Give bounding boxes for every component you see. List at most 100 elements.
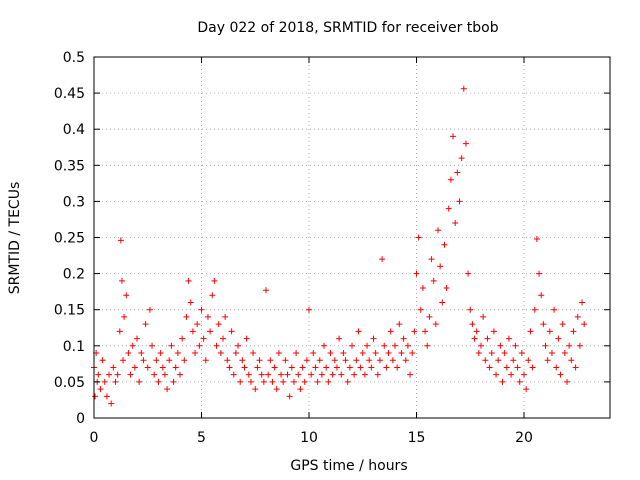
data-point	[536, 270, 543, 277]
data-point	[120, 357, 127, 364]
data-point	[142, 321, 149, 328]
data-point	[514, 364, 521, 371]
data-point	[439, 299, 446, 306]
data-point	[538, 292, 545, 299]
data-point	[419, 285, 426, 292]
data-point	[430, 277, 437, 284]
data-point	[284, 371, 291, 378]
data-point	[387, 328, 394, 335]
data-point	[355, 328, 362, 335]
data-point	[118, 277, 125, 284]
data-point	[114, 371, 121, 378]
data-point	[566, 342, 573, 349]
data-point	[465, 270, 472, 277]
data-point	[224, 357, 231, 364]
x-tick-label: 0	[90, 430, 99, 446]
data-point	[146, 306, 153, 313]
data-point	[293, 350, 300, 357]
data-point	[376, 357, 383, 364]
data-point	[237, 378, 244, 385]
data-point	[385, 350, 392, 357]
data-point	[198, 306, 205, 313]
data-point	[445, 205, 452, 212]
y-tick-label: 0.15	[54, 303, 85, 319]
data-point	[413, 270, 420, 277]
data-point	[239, 357, 246, 364]
data-point	[564, 378, 570, 385]
data-point	[254, 364, 261, 371]
data-point	[415, 234, 422, 241]
x-tick-label: 10	[300, 430, 318, 446]
data-point	[168, 342, 175, 349]
data-point	[411, 328, 418, 335]
data-point	[226, 364, 233, 371]
data-point	[149, 342, 156, 349]
data-point	[499, 378, 506, 385]
data-point	[92, 393, 99, 400]
data-point	[121, 313, 128, 320]
data-point	[475, 350, 482, 357]
data-point	[207, 328, 214, 335]
x-axis-label: GPS time / hours	[290, 458, 407, 474]
data-point	[460, 85, 467, 92]
data-point	[243, 335, 250, 342]
data-point	[454, 169, 461, 176]
data-point	[480, 313, 487, 320]
data-point	[342, 357, 349, 364]
data-point	[525, 357, 532, 364]
data-point	[516, 378, 523, 385]
data-point	[209, 292, 216, 299]
data-point	[533, 235, 540, 242]
data-point	[501, 350, 508, 357]
data-point	[241, 364, 248, 371]
data-point	[213, 342, 220, 349]
y-tick-label: 0.5	[63, 50, 85, 66]
data-point	[402, 357, 409, 364]
data-point	[288, 364, 295, 371]
data-point	[361, 371, 368, 378]
data-point	[159, 364, 166, 371]
data-point	[204, 313, 211, 320]
data-point	[366, 357, 373, 364]
data-point	[544, 357, 551, 364]
data-point	[557, 371, 564, 378]
data-point	[101, 378, 108, 385]
data-point	[303, 357, 310, 364]
data-point	[215, 321, 222, 328]
data-point	[331, 357, 338, 364]
data-point	[435, 227, 441, 234]
data-point	[353, 357, 360, 364]
data-point	[559, 321, 566, 328]
data-point	[396, 321, 403, 328]
data-point	[275, 350, 282, 357]
data-point	[99, 357, 106, 364]
data-point	[400, 335, 407, 342]
data-point	[136, 378, 143, 385]
y-tick-label: 0.45	[54, 86, 85, 102]
data-point	[151, 371, 158, 378]
data-point	[398, 350, 405, 357]
data-point	[172, 364, 179, 371]
data-point	[333, 364, 340, 371]
data-point	[426, 313, 433, 320]
data-point	[521, 371, 527, 378]
data-point	[510, 357, 517, 364]
data-point	[381, 342, 388, 349]
data-point	[581, 321, 588, 328]
data-point	[230, 371, 237, 378]
data-point	[95, 371, 102, 378]
data-point	[125, 350, 132, 357]
data-point	[290, 378, 297, 385]
data-point	[372, 350, 379, 357]
data-point	[110, 364, 117, 371]
data-point	[394, 364, 401, 371]
data-point	[299, 364, 306, 371]
data-point	[471, 335, 478, 342]
data-point	[308, 371, 315, 378]
x-tick-label: 15	[408, 430, 426, 446]
data-point	[112, 378, 119, 385]
data-point	[452, 220, 459, 227]
data-point	[508, 371, 515, 378]
data-point	[108, 400, 115, 407]
data-point	[374, 371, 381, 378]
